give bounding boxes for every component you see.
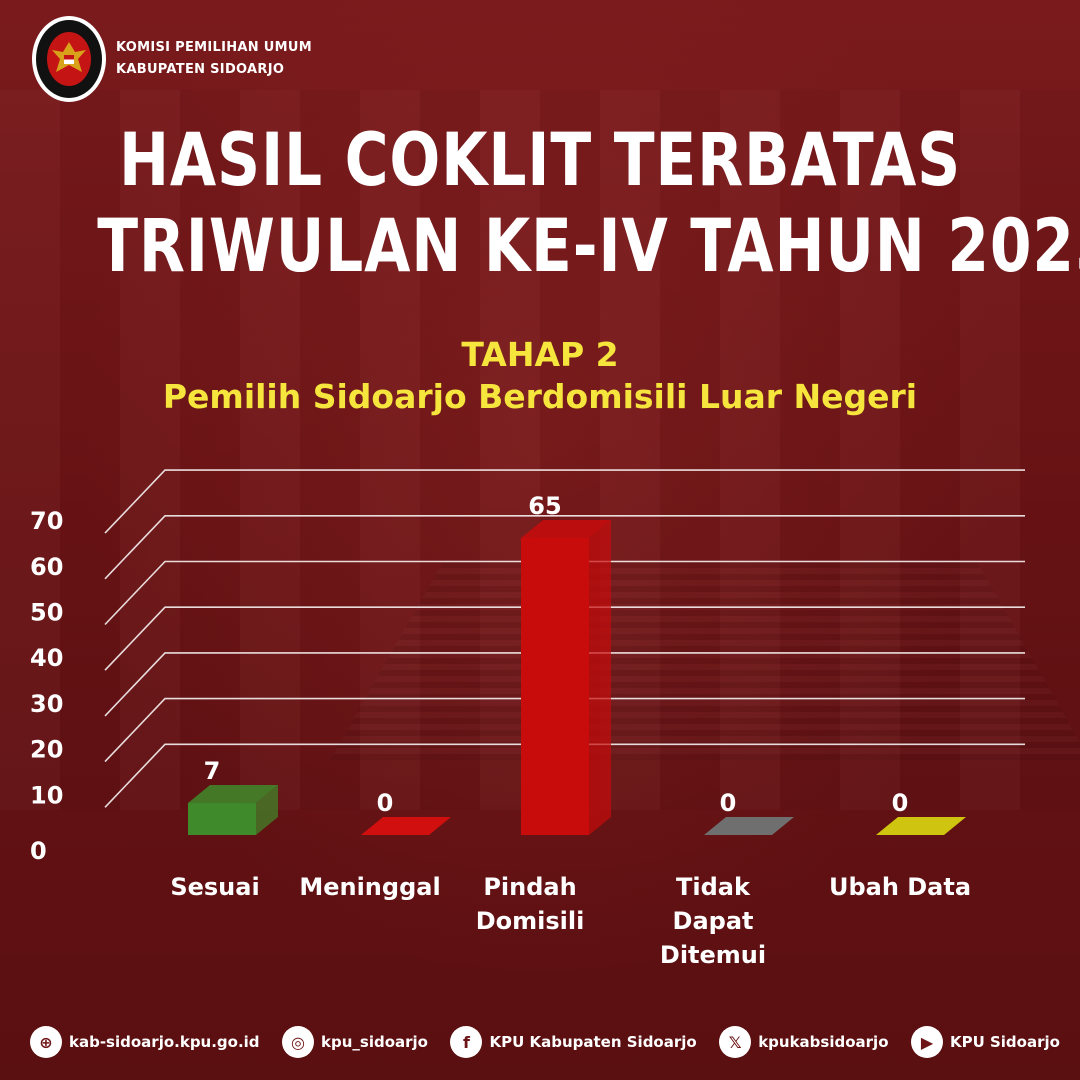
facebook-icon: f bbox=[450, 1026, 483, 1058]
footer-item-label: kpu_sidoarjo bbox=[321, 1033, 428, 1051]
data-label-2: 65 bbox=[528, 492, 561, 520]
x-category-label-0: Sesuai bbox=[170, 873, 260, 901]
bar-front-0 bbox=[188, 803, 256, 835]
gridline-30 bbox=[104, 652, 1025, 717]
footer-item-label: KPU Kabupaten Sidoarjo bbox=[489, 1033, 697, 1051]
y-tick-label-0: 0 bbox=[30, 837, 47, 865]
bar-front-2 bbox=[521, 537, 589, 835]
x-category-label-2: Pindah Domisili bbox=[475, 873, 585, 935]
data-label-3: 0 bbox=[720, 789, 737, 817]
bar-flat-3 bbox=[704, 817, 794, 835]
y-tick-label-70: 70 bbox=[30, 507, 63, 535]
footer-item-instagram[interactable]: ◎ kpu_sidoarjo bbox=[282, 1026, 428, 1058]
instagram-icon: ◎ bbox=[282, 1026, 315, 1058]
subtitle: TAHAP 2 Pemilih Sidoarjo Berdomisili Lua… bbox=[0, 334, 1080, 418]
footer-item-label: kab-sidoarjo.kpu.go.id bbox=[69, 1033, 260, 1051]
gridline-70 bbox=[104, 469, 1025, 534]
kpu-garuda-logo-icon bbox=[30, 14, 108, 104]
data-label-0: 7 bbox=[204, 757, 221, 785]
x-category-label-1: Meninggal bbox=[299, 873, 441, 901]
y-tick-label-50: 50 bbox=[30, 599, 63, 627]
gridline-10 bbox=[104, 743, 1025, 808]
gridline-60 bbox=[104, 514, 1025, 580]
youtube-icon: ▶ bbox=[910, 1026, 943, 1058]
x-category-label-4: Ubah Data bbox=[828, 873, 972, 901]
bar-top-2 bbox=[521, 519, 611, 538]
x-icon: 𝕏 bbox=[719, 1026, 752, 1058]
background-roof bbox=[330, 560, 1080, 760]
subtitle-line-2: Pemilih Sidoarjo Berdomisili Luar Negeri bbox=[162, 377, 918, 416]
org-line-2: KABUPATEN SIDOARJO bbox=[116, 62, 285, 77]
title-line-1: HASIL COKLIT TERBATAS bbox=[118, 118, 962, 203]
y-tick-label-20: 20 bbox=[30, 736, 63, 764]
bar-flat-4 bbox=[876, 817, 966, 835]
footer-item-label: kpukabsidoarjo bbox=[758, 1033, 889, 1051]
gridline-50 bbox=[104, 560, 1025, 626]
footer-item-youtube[interactable]: ▶ KPU Sidoarjo bbox=[910, 1026, 1060, 1058]
data-label-1: 0 bbox=[377, 789, 394, 817]
footer-item-globe[interactable]: ⊕ kab-sidoarjo.kpu.go.id bbox=[30, 1026, 260, 1058]
org-line-1: KOMISI PEMILIHAN UMUM bbox=[116, 40, 312, 55]
organization-name: KOMISI PEMILIHAN UMUM KABUPATEN SIDOARJO bbox=[116, 37, 312, 81]
gridline-40 bbox=[104, 606, 1025, 671]
bar-flat-1 bbox=[361, 817, 451, 835]
footer-item-label: KPU Sidoarjo bbox=[949, 1033, 1060, 1051]
page-title: HASIL COKLIT TERBATAS TRIWULAN KE-IV TAH… bbox=[97, 118, 1080, 290]
footer: ⊕ kab-sidoarjo.kpu.go.id ◎ kpu_sidoarjo f KPU… bbox=[30, 1022, 1060, 1062]
globe-icon: ⊕ bbox=[30, 1026, 62, 1058]
bar-side-0 bbox=[256, 785, 278, 835]
title-line-2: TRIWULAN KE-IV TAHUN 2025 bbox=[97, 204, 1080, 289]
gridline-20 bbox=[104, 697, 1025, 763]
x-category-label-3: Tidak Dapat Ditemui bbox=[659, 873, 767, 969]
header: KOMISI PEMILIHAN UMUM KABUPATEN SIDOARJO bbox=[30, 14, 312, 104]
y-tick-label-10: 10 bbox=[30, 781, 63, 809]
bar-side-2 bbox=[589, 519, 611, 835]
bar-top-0 bbox=[188, 785, 278, 804]
y-tick-label-60: 60 bbox=[30, 553, 63, 581]
y-tick-label-40: 40 bbox=[30, 644, 63, 672]
y-tick-label-30: 30 bbox=[30, 690, 63, 718]
data-label-4: 0 bbox=[892, 789, 909, 817]
subtitle-line-1: TAHAP 2 bbox=[461, 335, 619, 374]
footer-item-facebook[interactable]: f KPU Kabupaten Sidoarjo bbox=[450, 1026, 697, 1058]
